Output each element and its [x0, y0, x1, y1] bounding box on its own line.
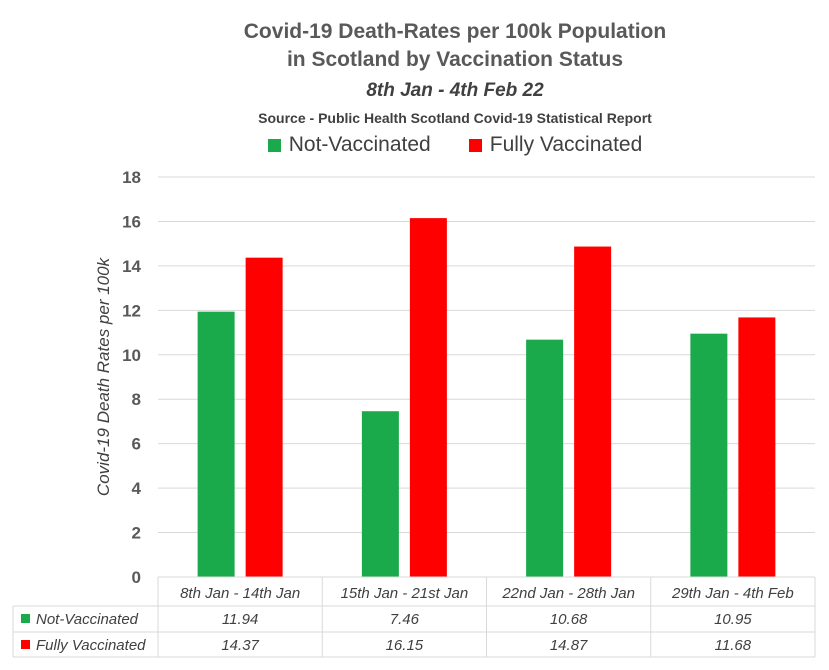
bar-not-vaccinated [526, 339, 564, 577]
chart-legend: Not-Vaccinated Fully Vaccinated [80, 133, 829, 157]
legend-swatch-not-vaccinated [267, 138, 281, 152]
y-tick-label: 12 [122, 301, 141, 320]
table-series-name: Not-Vaccinated [36, 611, 139, 628]
data-label: 14.87 [550, 637, 588, 654]
table-series-name: Fully Vaccinated [36, 637, 146, 654]
data-label: 14.37 [221, 637, 259, 654]
x-tick-label: 22nd Jan - 28th Jan [501, 585, 635, 602]
data-label: 10.68 [550, 611, 588, 628]
legend-item-not-vaccinated: Not-Vaccinated [267, 133, 431, 157]
chart-source: Source - Public Health Scotland Covid-19… [258, 110, 652, 126]
legend-label-fully-vaccinated: Fully Vaccinated [489, 133, 643, 156]
bar-not-vaccinated [361, 411, 399, 577]
x-tick-label: 15th Jan - 21st Jan [341, 585, 469, 602]
y-tick-label: 2 [132, 524, 141, 543]
legend-swatch-fully-vaccinated [468, 138, 482, 152]
y-tick-label: 18 [122, 168, 141, 187]
bar-not-vaccinated [690, 333, 728, 577]
data-label: 16.15 [386, 637, 424, 654]
data-label: 10.95 [714, 611, 752, 628]
y-tick-label: 10 [122, 346, 141, 365]
bar-fully-vaccinated [574, 246, 612, 578]
y-tick-label: 0 [132, 568, 141, 587]
table-legend-key [21, 614, 30, 623]
bar-not-vaccinated [197, 311, 235, 577]
table-legend-key [21, 640, 30, 649]
data-label: 11.94 [222, 611, 258, 628]
x-tick-label: 29th Jan - 4th Feb [671, 585, 794, 602]
y-tick-label: 16 [122, 212, 141, 231]
y-tick-label: 14 [122, 257, 141, 276]
chart-subtitle: 8th Jan - 4th Feb 22 [366, 80, 544, 101]
y-axis-label: Covid-19 Death Rates per 100k [94, 256, 113, 496]
bar-fully-vaccinated [245, 257, 283, 577]
bar-fully-vaccinated [738, 317, 776, 577]
x-tick-label: 8th Jan - 14th Jan [180, 585, 300, 602]
legend-item-fully-vaccinated: Fully Vaccinated [468, 133, 643, 157]
legend-label-not-vaccinated: Not-Vaccinated [288, 133, 431, 156]
bar-fully-vaccinated [409, 218, 447, 577]
data-label: 11.68 [715, 637, 752, 654]
y-tick-label: 4 [132, 479, 142, 498]
data-label: 7.46 [390, 611, 420, 628]
y-tick-label: 8 [132, 390, 141, 409]
chart-title-line2: in Scotland by Vaccination Status [286, 48, 624, 71]
chart-title: Covid-19 Death-Rates per 100k Population [243, 20, 667, 43]
y-tick-label: 6 [132, 435, 141, 454]
